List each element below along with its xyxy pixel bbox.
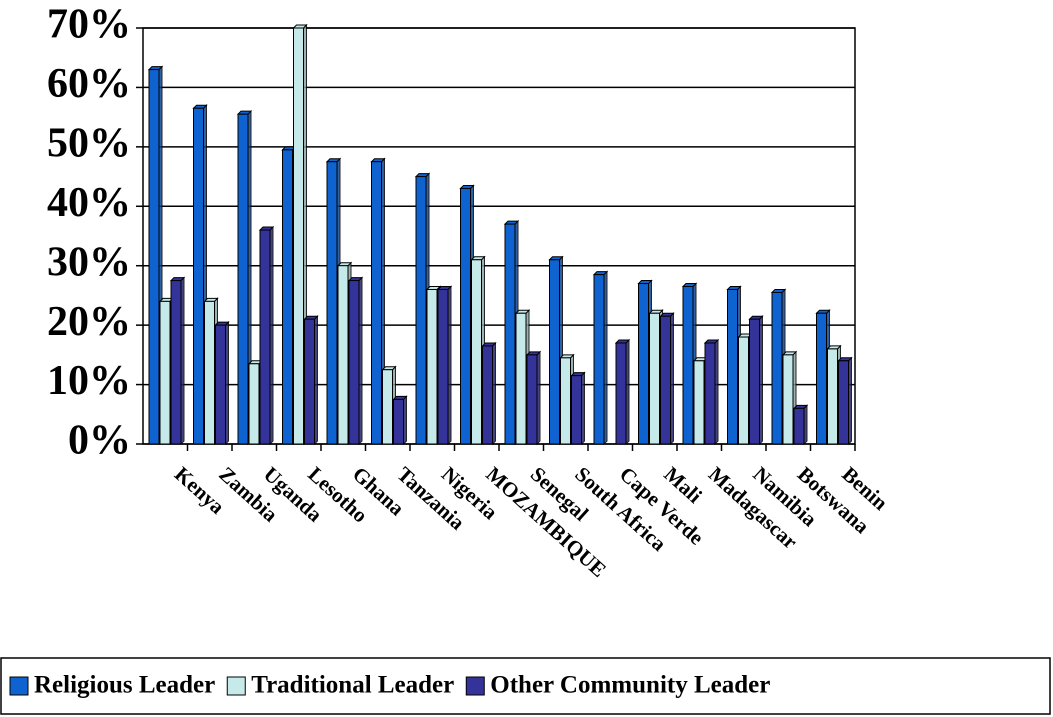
y-tick-label: 10% <box>47 358 131 404</box>
bar-front <box>738 336 749 445</box>
bar-front <box>704 342 716 445</box>
bar-front <box>560 357 571 445</box>
bar-front <box>415 176 427 445</box>
bar-front <box>593 274 605 445</box>
bar-front <box>571 375 582 445</box>
bar <box>837 356 853 446</box>
y-tick-label: 40% <box>47 180 131 226</box>
bar <box>614 338 631 446</box>
y-tick-label: 70% <box>47 2 131 48</box>
bar-front <box>615 342 627 445</box>
bar <box>792 404 809 446</box>
bar-front <box>838 360 849 445</box>
bar <box>481 341 497 446</box>
bar-front <box>649 312 660 445</box>
bar <box>392 395 408 446</box>
bar <box>781 350 798 446</box>
bar-front <box>793 407 805 445</box>
bar-front <box>159 300 171 445</box>
bar <box>525 350 542 446</box>
bar-front <box>827 348 838 445</box>
bar-front <box>482 345 493 445</box>
bar-front <box>304 318 315 445</box>
bar-front <box>727 288 738 445</box>
legend-box <box>0 657 1051 715</box>
bar-front <box>293 27 304 445</box>
bar-front <box>515 312 527 445</box>
bar-front <box>215 324 226 445</box>
bar-front <box>248 363 260 445</box>
legend-swatch <box>226 676 246 696</box>
y-tick-label: 30% <box>47 239 131 285</box>
bar-front <box>782 354 794 445</box>
bar-front <box>693 360 705 445</box>
bar <box>703 338 720 446</box>
bar <box>169 276 186 446</box>
bar-front <box>326 161 338 445</box>
bar-front <box>816 312 827 445</box>
bar-front <box>282 149 293 445</box>
bar <box>570 371 586 446</box>
bar-front <box>771 291 783 445</box>
bar <box>748 314 764 446</box>
bar <box>347 276 364 446</box>
legend-swatch <box>9 676 29 696</box>
y-tick-label: 50% <box>47 120 131 166</box>
legend-swatch <box>465 676 485 696</box>
y-tick-label: 60% <box>47 61 131 107</box>
bar-front <box>382 369 393 445</box>
bar <box>592 270 609 446</box>
bar-front <box>526 354 538 445</box>
bar-front <box>437 288 449 445</box>
bar-front <box>660 315 671 445</box>
y-tick-label: 0% <box>68 418 131 464</box>
legend-label: Religious Leader <box>34 672 215 699</box>
bar-front <box>549 259 560 445</box>
bar-front <box>682 286 694 445</box>
bar-front <box>426 288 438 445</box>
bar-front <box>204 300 215 445</box>
bar-front <box>393 398 404 445</box>
bar <box>214 320 230 446</box>
bar-front <box>371 161 382 445</box>
bar-front <box>148 69 160 445</box>
bar-front <box>460 187 471 445</box>
bar-front <box>504 223 516 445</box>
legend-label: Traditional Leader <box>251 672 454 699</box>
bar-front <box>348 280 360 445</box>
bar <box>659 312 675 446</box>
x-tick-label: Kenya <box>170 462 230 519</box>
bar-front <box>237 113 249 445</box>
bar <box>258 225 275 446</box>
bar-front <box>193 107 204 445</box>
bar-front <box>638 283 649 445</box>
bar-front <box>259 229 271 445</box>
legend-label: Other Community Leader <box>490 672 770 699</box>
bar-front <box>337 265 349 445</box>
bar-front <box>749 318 760 445</box>
bar-front <box>471 259 482 445</box>
y-tick-label: 20% <box>47 299 131 345</box>
bar <box>436 285 453 446</box>
bar <box>303 314 319 446</box>
bar-front <box>170 280 182 445</box>
